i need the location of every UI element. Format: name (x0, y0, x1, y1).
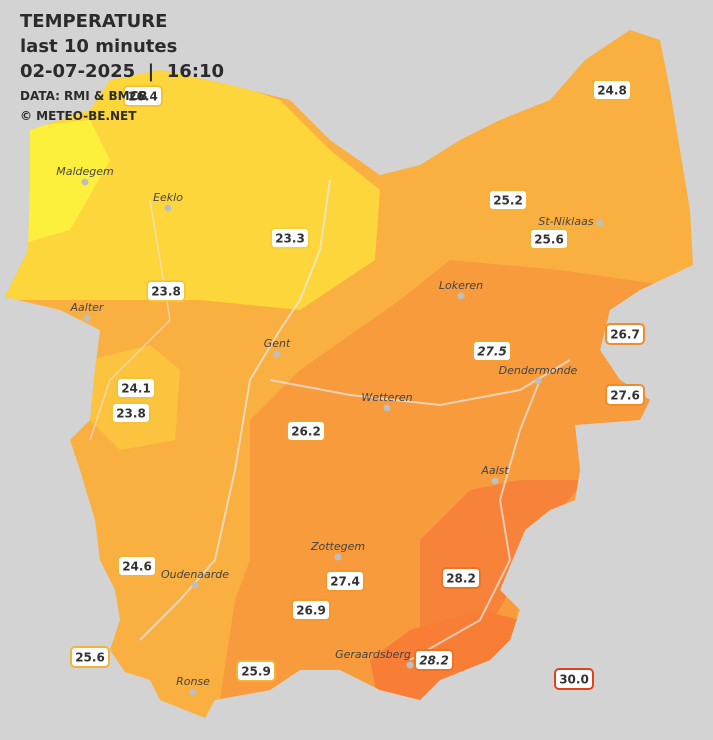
station-value: 25.2 (493, 194, 523, 208)
station-box (592, 79, 632, 101)
station-value: 27.5 (477, 345, 507, 359)
station-value: 23.3 (275, 232, 305, 246)
zone (220, 260, 693, 718)
station-box (116, 377, 156, 399)
station-box (146, 280, 186, 302)
city-label: Ronse (176, 675, 210, 688)
station-value: 24.8 (597, 84, 627, 98)
station-box (117, 555, 157, 577)
canal (89, 199, 171, 441)
station-value: 26.4 (128, 90, 158, 104)
city-label: Geraardsberg (335, 648, 411, 661)
city-dot (273, 350, 281, 358)
city-label: Gent (264, 337, 291, 350)
city-label: Zottegem (310, 540, 365, 553)
station-value: 28.2 (419, 654, 449, 668)
city-dot (164, 204, 172, 212)
city-label: Lokeren (439, 279, 483, 292)
station-value: 26.9 (296, 604, 326, 618)
title: TEMPERATURE (20, 11, 167, 32)
station-box (529, 228, 569, 250)
credit: © METEO-BE.NET (20, 109, 137, 123)
city-dot (81, 178, 89, 186)
city-dot (491, 477, 499, 485)
station-box (605, 384, 645, 406)
city-label: Dendermonde (499, 364, 578, 377)
station-box (291, 599, 331, 621)
station-box (270, 227, 310, 249)
station-box (414, 649, 454, 671)
city-dot (383, 404, 391, 412)
station-box (70, 646, 110, 668)
station-value: 23.8 (116, 407, 146, 421)
station-box (554, 668, 594, 690)
station-value: 24.6 (122, 560, 152, 574)
city-label: Oudenaarde (161, 568, 229, 581)
city-dot (534, 377, 542, 385)
city-label: Eeklo (153, 191, 183, 204)
datetime: 02-07-2025 | 16:10 (20, 61, 224, 82)
station-box (441, 567, 481, 589)
city-label: St-Niklaas (538, 215, 593, 228)
station-box (111, 402, 151, 424)
station-box (605, 323, 645, 345)
station-box (123, 85, 163, 107)
station-box (472, 340, 512, 362)
station-value: 26.2 (291, 425, 321, 439)
labels: Maldegem Eeklo St-Niklaas Lokeren Aalter Gent… (56, 79, 645, 696)
city-dot (596, 219, 604, 227)
station-box (286, 420, 326, 442)
city-dot (334, 553, 342, 561)
station-value: 27.6 (610, 389, 640, 403)
river (139, 179, 331, 641)
station-value: 26.7 (610, 328, 640, 342)
city-label: Aalter (70, 301, 105, 314)
city-label: Aalst (480, 464, 509, 477)
city-label: Wetteren (361, 391, 412, 404)
station-value: 27.4 (330, 575, 360, 589)
city-label: Maldegem (56, 165, 114, 178)
city-dot (406, 661, 414, 669)
city-dot (191, 581, 199, 589)
station-box (236, 660, 276, 682)
zone (420, 480, 585, 650)
city-dot (189, 688, 197, 696)
station-box (488, 189, 528, 211)
source: DATA: RMI & BMCB (20, 89, 148, 103)
station-value: 30.0 (559, 673, 589, 687)
river (409, 379, 541, 661)
subtitle: last 10 minutes (20, 36, 177, 57)
station-value: 23.8 (151, 285, 181, 299)
city-dot (457, 292, 465, 300)
station-box (325, 570, 365, 592)
station-value: 24.1 (121, 382, 151, 396)
station-value: 25.6 (534, 233, 564, 247)
station-value: 25.9 (241, 665, 271, 679)
station-value: 28.2 (446, 572, 476, 586)
city-dot (83, 314, 91, 322)
station-value: 25.6 (75, 651, 105, 665)
